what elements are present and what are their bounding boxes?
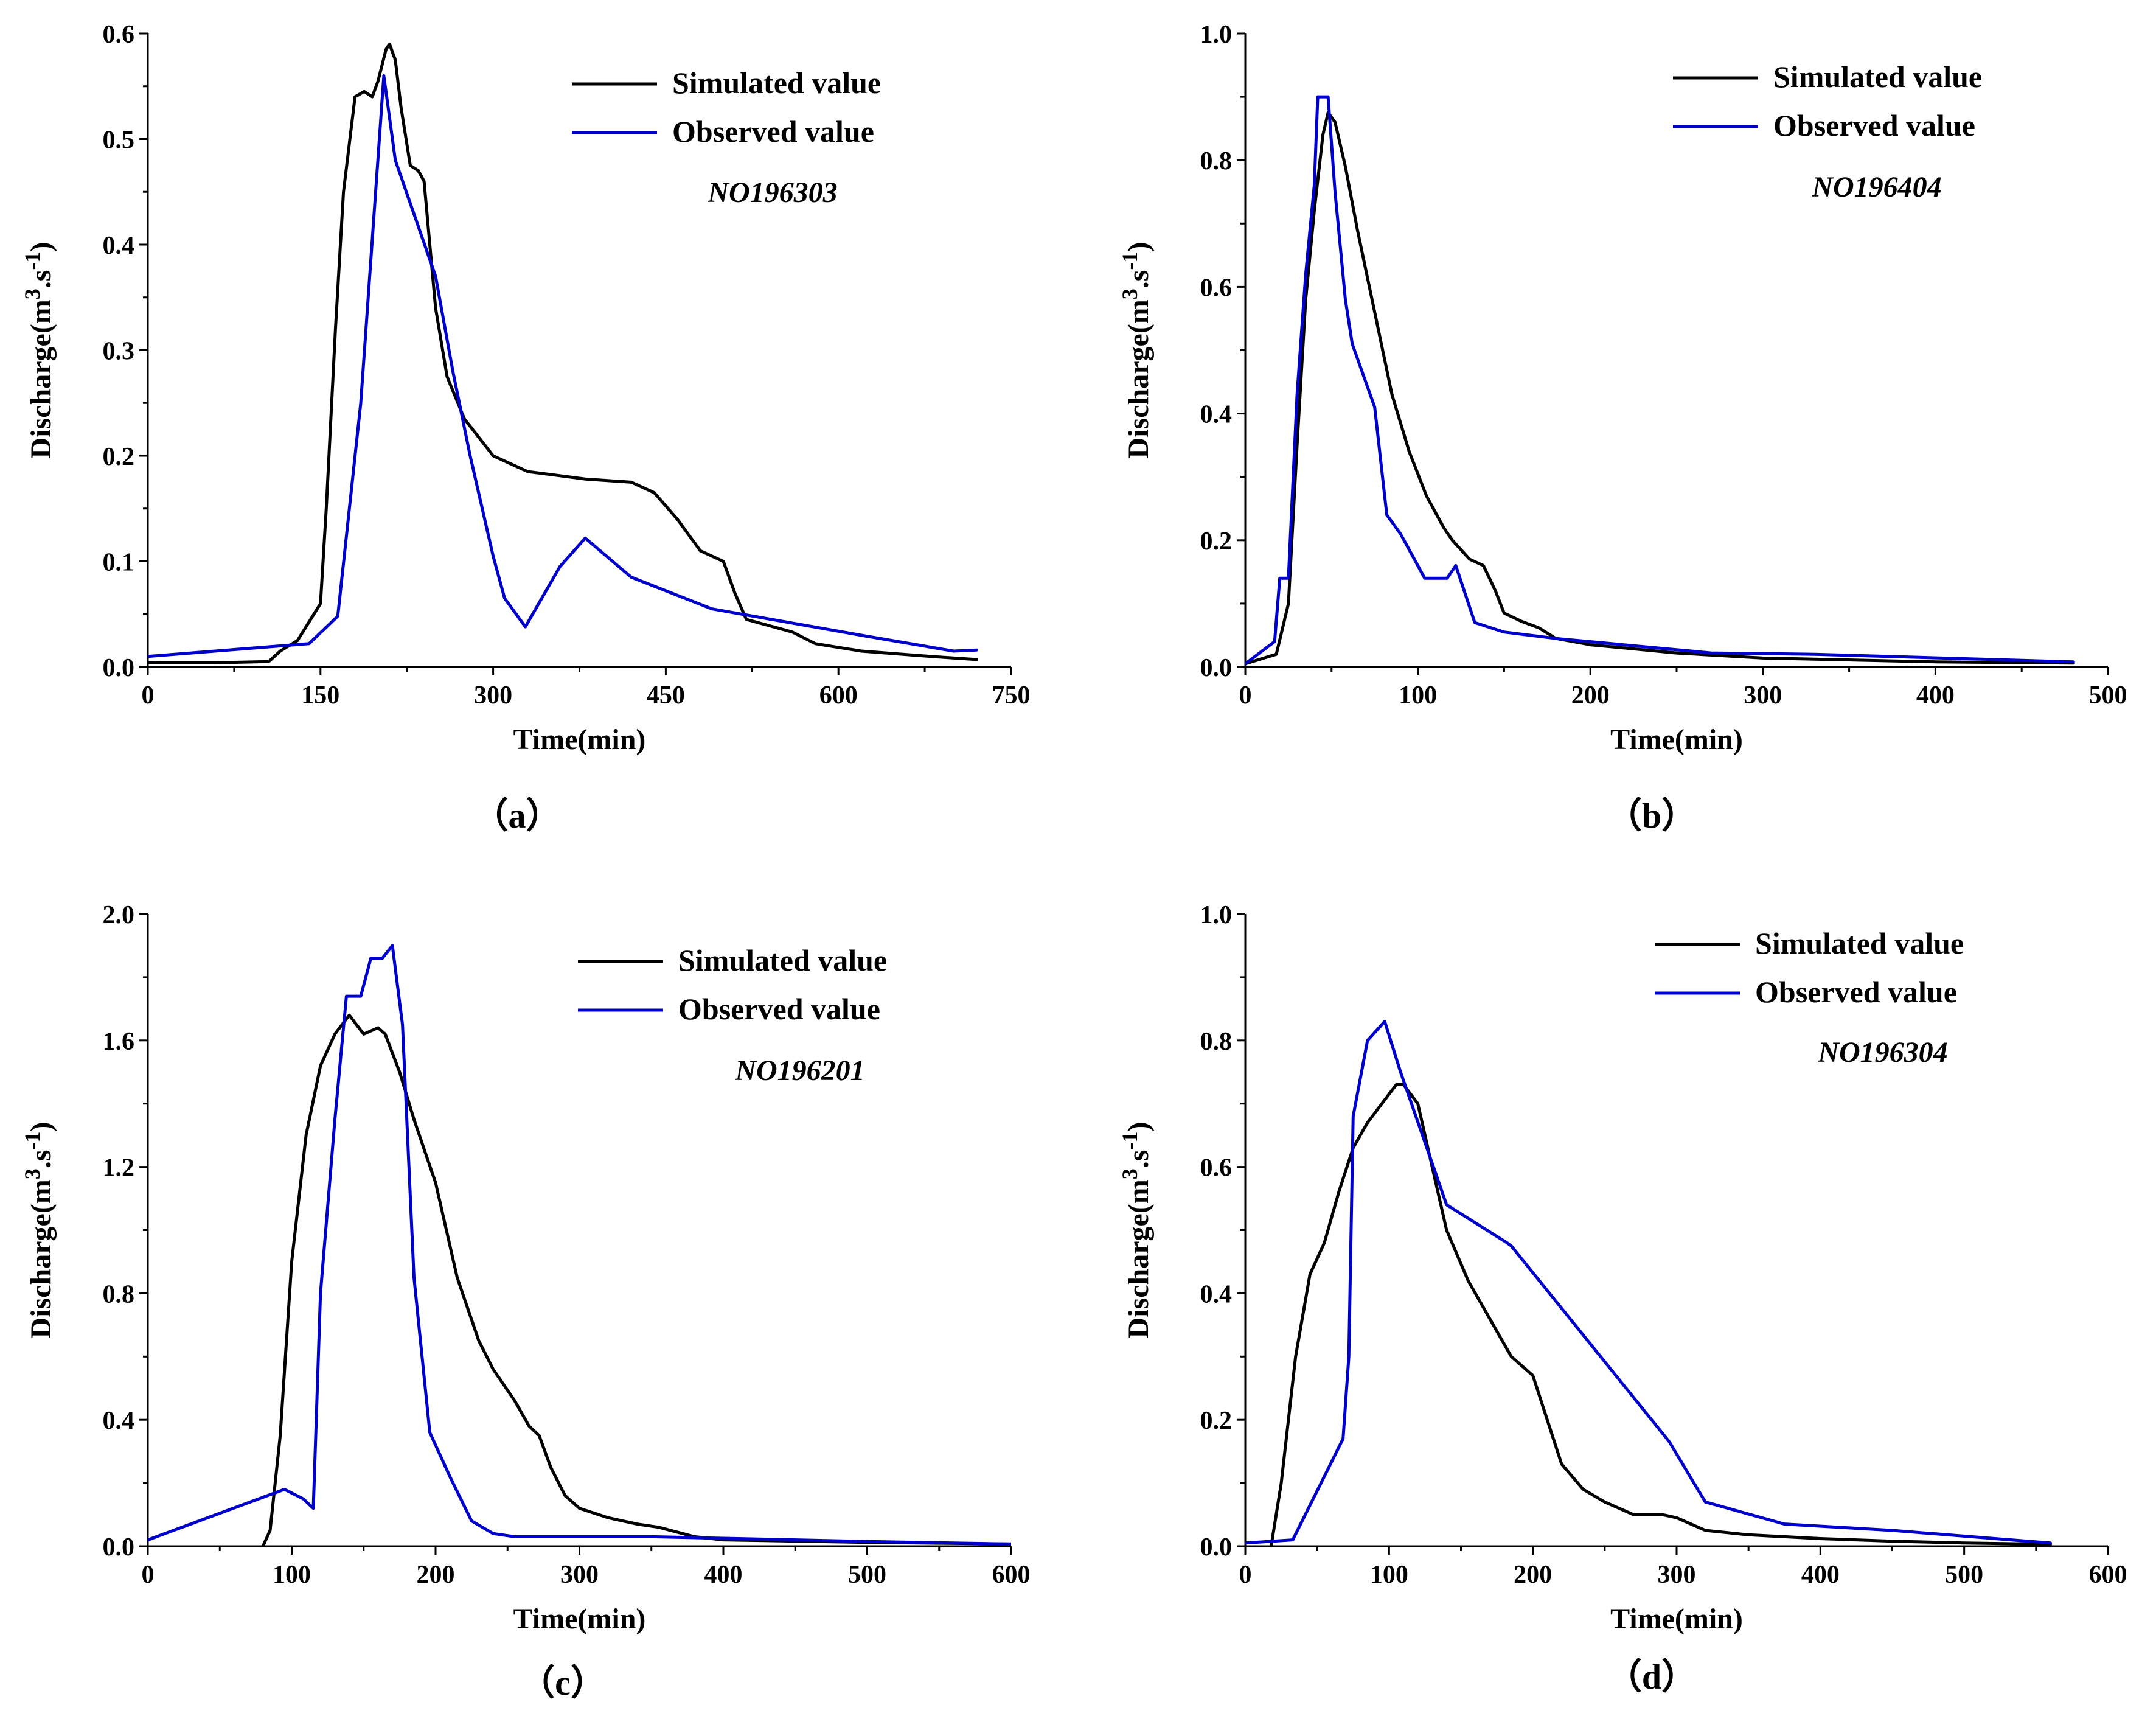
series-line-simulated	[1270, 1083, 2052, 1546]
x-tick-label: 100	[1370, 1561, 1408, 1589]
x-tick-label: 300	[474, 682, 512, 710]
series-line-simulated	[261, 1013, 1011, 1546]
y-tick-label: 1.2	[103, 1154, 135, 1182]
y-tick-label: 0.4	[103, 1407, 135, 1435]
station-annotation: NO196404	[1811, 171, 1941, 203]
x-tick-label: 200	[1571, 682, 1610, 710]
y-tick-label: 0.1	[103, 549, 135, 577]
x-tick-label: 200	[417, 1561, 455, 1589]
y-tick-label: 0.4	[1200, 401, 1233, 429]
y-tick-label: 0.2	[103, 443, 135, 471]
y-tick-label: 2.0	[103, 901, 135, 929]
y-tick-label: 1.0	[1200, 21, 1233, 49]
series-line-observed	[148, 944, 1011, 1546]
legend-label-simulated: Simulated value	[1755, 926, 1964, 960]
legend-label-simulated: Simulated value	[672, 66, 881, 100]
series-line-observed	[148, 74, 978, 658]
x-tick-label: 0	[1239, 1561, 1252, 1589]
x-axis-title: Time(min)	[1610, 1603, 1743, 1635]
x-axis-title: Time(min)	[1610, 724, 1743, 756]
axis-frame	[1244, 33, 2108, 668]
x-tick-label: 200	[1514, 1561, 1552, 1589]
y-axis-title: Discharge(m3.s-1)	[20, 1122, 57, 1339]
x-tick-label: 450	[647, 682, 685, 710]
x-axis-title: Time(min)	[513, 1603, 646, 1635]
y-tick-label: 0.4	[103, 232, 135, 260]
legend-label-simulated: Simulated value	[1773, 60, 1982, 94]
legend-label-observed: Observed value	[678, 992, 880, 1026]
station-annotation: NO196303	[707, 176, 837, 209]
x-tick-label: 100	[1399, 682, 1437, 710]
x-axis-title: Time(min)	[513, 724, 646, 756]
panel-label: （a）	[473, 796, 561, 835]
x-tick-label: 0	[1239, 682, 1252, 710]
x-tick-label: 300	[560, 1561, 599, 1589]
axis-frame	[147, 33, 1011, 668]
y-axis-title: Discharge(m3.s-1)	[20, 242, 57, 459]
x-tick-label: 400	[704, 1561, 743, 1589]
legend-label-observed: Observed value	[1773, 108, 1975, 142]
chart-panel-c: 0 100 200 300 400 500 600 0.0 0.4 0.8 1.2 1.6 2.0 Tim…	[20, 901, 1031, 1703]
y-tick-label: 0.6	[1200, 1154, 1233, 1182]
station-annotation: NO196304	[1817, 1036, 1947, 1069]
x-tick-label: 600	[819, 682, 858, 710]
station-annotation: NO196201	[734, 1055, 864, 1087]
y-tick-label: 0.2	[1200, 1407, 1233, 1435]
x-tick-label: 100	[273, 1561, 311, 1589]
y-tick-label: 0.8	[103, 1280, 135, 1308]
x-tick-label: 300	[1658, 1561, 1696, 1589]
y-tick-label: 0.0	[1200, 1533, 1233, 1561]
x-tick-label: 0	[142, 682, 155, 710]
x-tick-label: 400	[1916, 682, 1955, 710]
y-tick-label: 0.5	[103, 127, 135, 155]
y-tick-label: 0.6	[103, 21, 135, 49]
legend-label-observed: Observed value	[1755, 975, 1957, 1009]
y-tick-label: 1.0	[1200, 901, 1233, 929]
x-tick-label: 500	[2089, 682, 2127, 710]
x-tick-label: 300	[1744, 682, 1782, 710]
y-axis-title: Discharge(m3.s-1)	[1118, 1122, 1155, 1339]
y-tick-label: 0.4	[1200, 1280, 1233, 1308]
legend-label-observed: Observed value	[672, 114, 874, 148]
y-tick-label: 0.3	[103, 338, 135, 366]
y-tick-label: 0.2	[1200, 528, 1233, 556]
chart-panel-d: 0 100 200 300 400 500 600 0.0 0.2 0.4 0.6 0.8 1.0 Tim…	[1118, 901, 2127, 1697]
series-line-observed	[1245, 95, 2075, 666]
chart-panel-a: 0 150 300 450 600 750 0.0 0.1 0.2 0.3 0.4 0.5 0.6 Tim…	[20, 21, 1031, 835]
y-tick-label: 0.0	[103, 654, 135, 682]
series-line-simulated	[148, 42, 978, 664]
y-tick-label: 0.0	[103, 1533, 135, 1561]
chart-panel-b: 0 100 200 300 400 500 0.0 0.2 0.4 0.6 0.8 1.0 Time(m…	[1118, 21, 2127, 835]
panel-label: （c）	[520, 1663, 606, 1703]
y-tick-label: 0.8	[1200, 147, 1233, 175]
x-tick-label: 150	[301, 682, 339, 710]
x-tick-label: 600	[2089, 1561, 2127, 1589]
x-tick-label: 600	[992, 1561, 1031, 1589]
legend-label-simulated: Simulated value	[678, 943, 887, 977]
x-tick-label: 500	[1945, 1561, 1983, 1589]
y-tick-label: 0.6	[1200, 274, 1233, 302]
y-axis-title: Discharge(m3.s-1)	[1118, 242, 1155, 459]
panel-label: （d）	[1607, 1657, 1697, 1697]
series-line-observed	[1245, 1020, 2052, 1545]
panel-label: （b）	[1607, 796, 1697, 835]
x-tick-label: 750	[992, 682, 1031, 710]
y-tick-label: 1.6	[103, 1028, 135, 1056]
y-tick-label: 0.0	[1200, 654, 1233, 682]
y-tick-label: 0.8	[1200, 1028, 1233, 1056]
x-tick-label: 400	[1801, 1561, 1840, 1589]
x-tick-label: 500	[848, 1561, 886, 1589]
x-tick-label: 0	[142, 1561, 155, 1589]
